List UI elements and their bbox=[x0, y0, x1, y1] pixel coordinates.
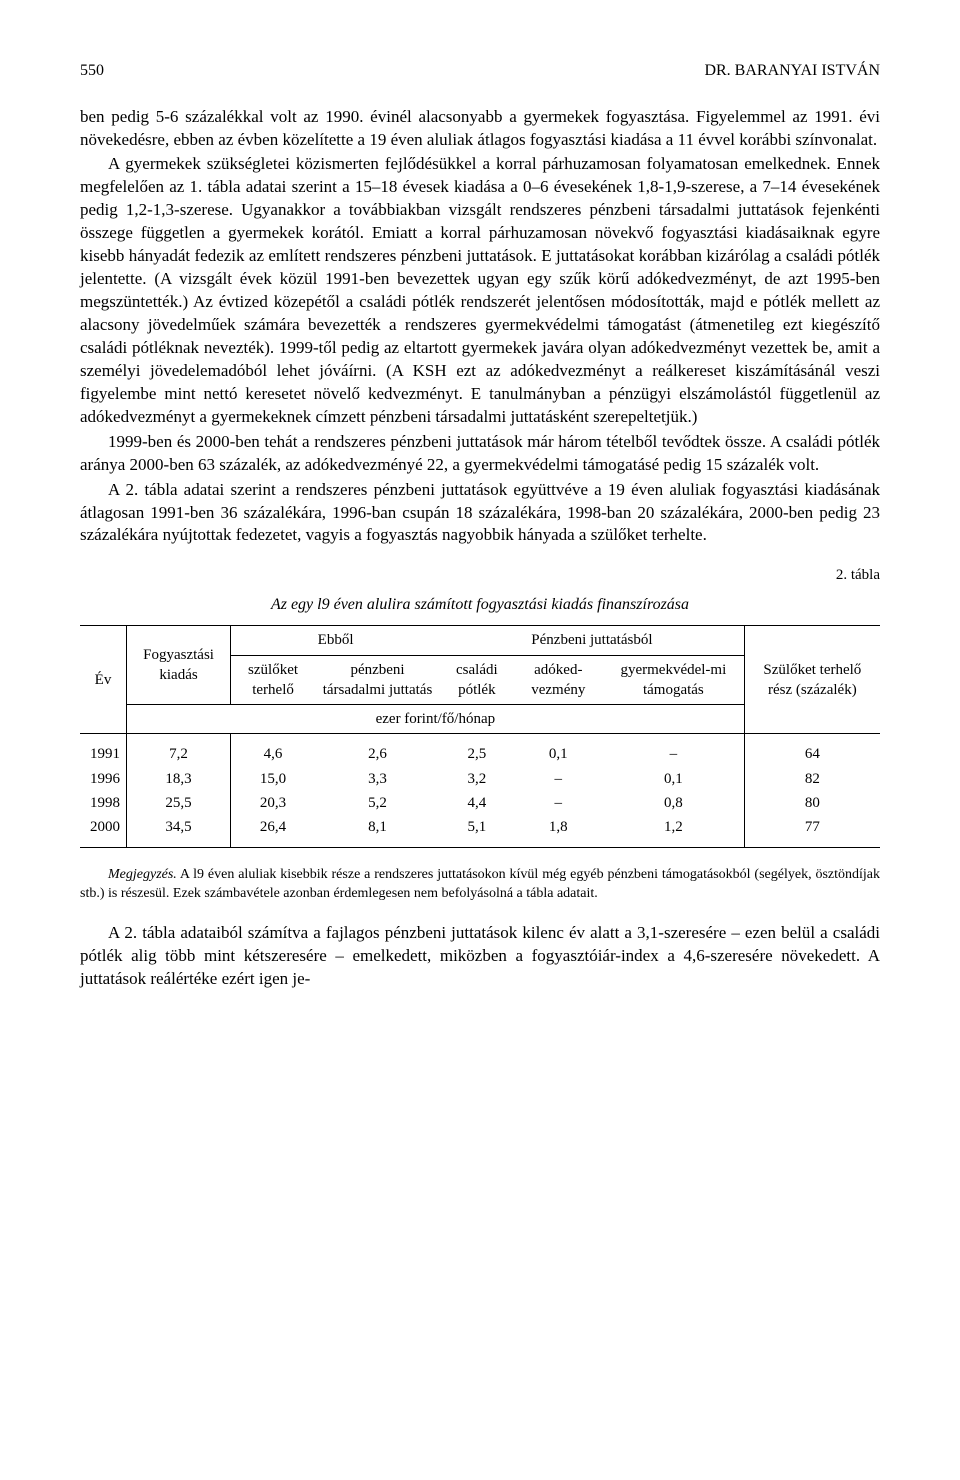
cell-year: 1991 bbox=[80, 734, 127, 767]
cell-fogy: 25,5 bbox=[127, 791, 231, 815]
table-row: 199618,315,03,33,2–0,182 bbox=[80, 767, 880, 791]
group-ebbol: Ebből bbox=[231, 626, 440, 655]
cell-penz: 2,6 bbox=[315, 734, 440, 767]
cell-szulo: 20,3 bbox=[231, 791, 315, 815]
col-csp: családi pótlék bbox=[440, 655, 514, 705]
note-text: A l9 éven aluliak kisebbik része a rends… bbox=[80, 867, 880, 901]
table-row: 19917,24,62,62,50,1–64 bbox=[80, 734, 880, 767]
page-number: 550 bbox=[80, 60, 104, 82]
col-szuloket-terhelo: szülőket terhelő bbox=[231, 655, 315, 705]
cell-csp: 2,5 bbox=[440, 734, 514, 767]
cell-szulo: 26,4 bbox=[231, 815, 315, 848]
cell-adok: 0,1 bbox=[514, 734, 603, 767]
cell-szr: 80 bbox=[744, 791, 880, 815]
col-penzbeni: pénzbeni társadalmi juttatás bbox=[315, 655, 440, 705]
cell-penz: 8,1 bbox=[315, 815, 440, 848]
table-row: 199825,520,35,24,4–0,880 bbox=[80, 791, 880, 815]
cell-gyv: 0,8 bbox=[603, 791, 744, 815]
cell-szr: 82 bbox=[744, 767, 880, 791]
paragraph-5: A 2. tábla adataiból számítva a fajlagos… bbox=[80, 922, 880, 991]
cell-gyv: – bbox=[603, 734, 744, 767]
col-year: Év bbox=[80, 626, 127, 734]
cell-year: 2000 bbox=[80, 815, 127, 848]
cell-adok: 1,8 bbox=[514, 815, 603, 848]
group-penzbeni: Pénzbeni juttatásból bbox=[440, 626, 744, 655]
cell-gyv: 1,2 bbox=[603, 815, 744, 848]
cell-csp: 5,1 bbox=[440, 815, 514, 848]
cell-penz: 3,3 bbox=[315, 767, 440, 791]
cell-fogy: 34,5 bbox=[127, 815, 231, 848]
cell-adok: – bbox=[514, 791, 603, 815]
cell-penz: 5,2 bbox=[315, 791, 440, 815]
cell-year: 1998 bbox=[80, 791, 127, 815]
note-label: Megjegyzés. bbox=[108, 867, 177, 882]
cell-fogy: 7,2 bbox=[127, 734, 231, 767]
cell-szulo: 4,6 bbox=[231, 734, 315, 767]
cell-szr: 77 bbox=[744, 815, 880, 848]
page-author: DR. BARANYAI ISTVÁN bbox=[704, 60, 880, 82]
cell-fogy: 18,3 bbox=[127, 767, 231, 791]
col-adokedv: adóked-vezmény bbox=[514, 655, 603, 705]
paragraph-2: A gyermekek szükségletei közismerten fej… bbox=[80, 153, 880, 428]
col-gyermekved: gyermekvédel-mi támogatás bbox=[603, 655, 744, 705]
table-note: Megjegyzés. A l9 éven aluliak kisebbik r… bbox=[80, 866, 880, 904]
cell-year: 1996 bbox=[80, 767, 127, 791]
table-title: Az egy l9 éven alulira számított fogyasz… bbox=[80, 594, 880, 616]
cell-szr: 64 bbox=[744, 734, 880, 767]
table-label: 2. tábla bbox=[80, 565, 880, 585]
col-szulo-resz: Szülőket terhelő rész (százalék) bbox=[744, 626, 880, 734]
paragraph-3: 1999-ben és 2000-ben tehát a rendszeres … bbox=[80, 431, 880, 477]
cell-gyv: 0,1 bbox=[603, 767, 744, 791]
cell-csp: 3,2 bbox=[440, 767, 514, 791]
finance-table: Év Fogyasztási kiadás Ebből Pénzbeni jut… bbox=[80, 625, 880, 848]
paragraph-4: A 2. tábla adatai szerint a rendszeres p… bbox=[80, 479, 880, 548]
cell-szulo: 15,0 bbox=[231, 767, 315, 791]
cell-adok: – bbox=[514, 767, 603, 791]
unit-cell: ezer forint/fő/hónap bbox=[127, 705, 745, 734]
page-header: 550 DR. BARANYAI ISTVÁN bbox=[80, 60, 880, 82]
col-fogyasztasi: Fogyasztási kiadás bbox=[127, 626, 231, 705]
cell-csp: 4,4 bbox=[440, 791, 514, 815]
table-row: 200034,526,48,15,11,81,277 bbox=[80, 815, 880, 848]
paragraph-1: ben pedig 5-6 százalékkal volt az 1990. … bbox=[80, 106, 880, 152]
